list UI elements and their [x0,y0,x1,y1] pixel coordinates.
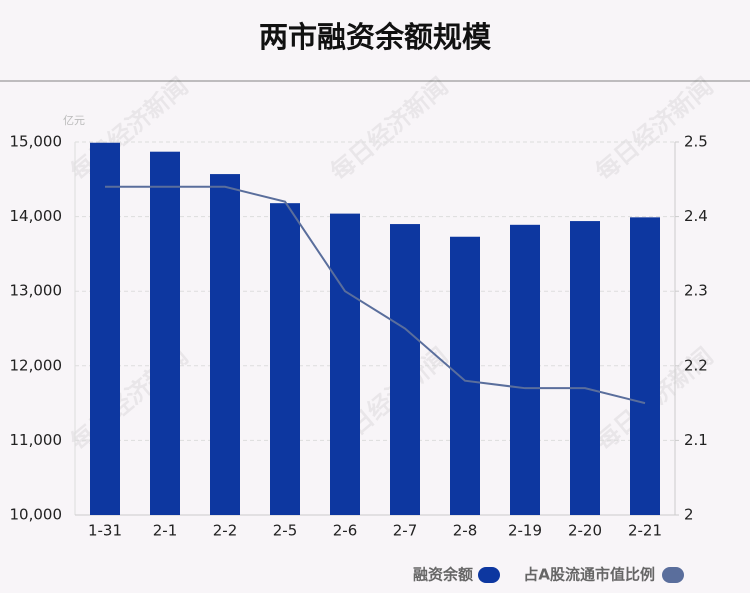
y2-tick-label: 2.1 [684,431,708,449]
y2-tick-label: 2 [684,506,694,524]
x-tick-label: 2-6 [333,522,358,540]
legend-swatch [662,567,684,583]
bar [510,224,540,515]
x-tick-label: 2-8 [453,522,478,540]
bar [330,213,360,515]
x-tick-label: 2-2 [213,522,238,540]
y2-tick-label: 2.4 [684,207,708,225]
bar [570,221,600,516]
y2-tick-label: 2.2 [684,356,708,374]
line [105,185,646,405]
legend-label: 融资余额 [413,566,473,584]
bar [630,217,660,515]
y2-tick-label: 2.5 [684,133,708,151]
legend-swatch [478,567,500,583]
x-tick-label: 2-5 [273,522,298,540]
y-tick-label: 15,000 [10,133,63,151]
x-tick-label: 2-21 [628,522,662,540]
watermark: 每日经济新闻 [590,72,718,186]
x-tick-label: 2-19 [508,522,542,540]
y2-tick-label: 2.3 [684,282,708,300]
bar [450,236,480,515]
watermark: 每日经济新闻 [325,72,453,186]
x-tick-label: 2-7 [393,522,418,540]
chart-title: 两市融资余额规模 [259,20,492,54]
x-tick-label: 2-1 [153,522,178,540]
bar [390,224,420,515]
y-tick-label: 12,000 [10,356,63,374]
y-tick-label: 13,000 [10,282,63,300]
bar [150,151,180,515]
bar [270,203,300,515]
legend-label: 占A股流通市值比例 [523,566,655,584]
y-tick-label: 14,000 [10,207,63,225]
bar [210,174,240,515]
x-tick-label: 2-20 [568,522,602,540]
unit-label: 亿元 [63,114,85,127]
x-tick-label: 1-31 [88,522,122,540]
y-tick-label: 10,000 [10,506,63,524]
y-tick-label: 11,000 [10,431,63,449]
bar [90,142,120,515]
